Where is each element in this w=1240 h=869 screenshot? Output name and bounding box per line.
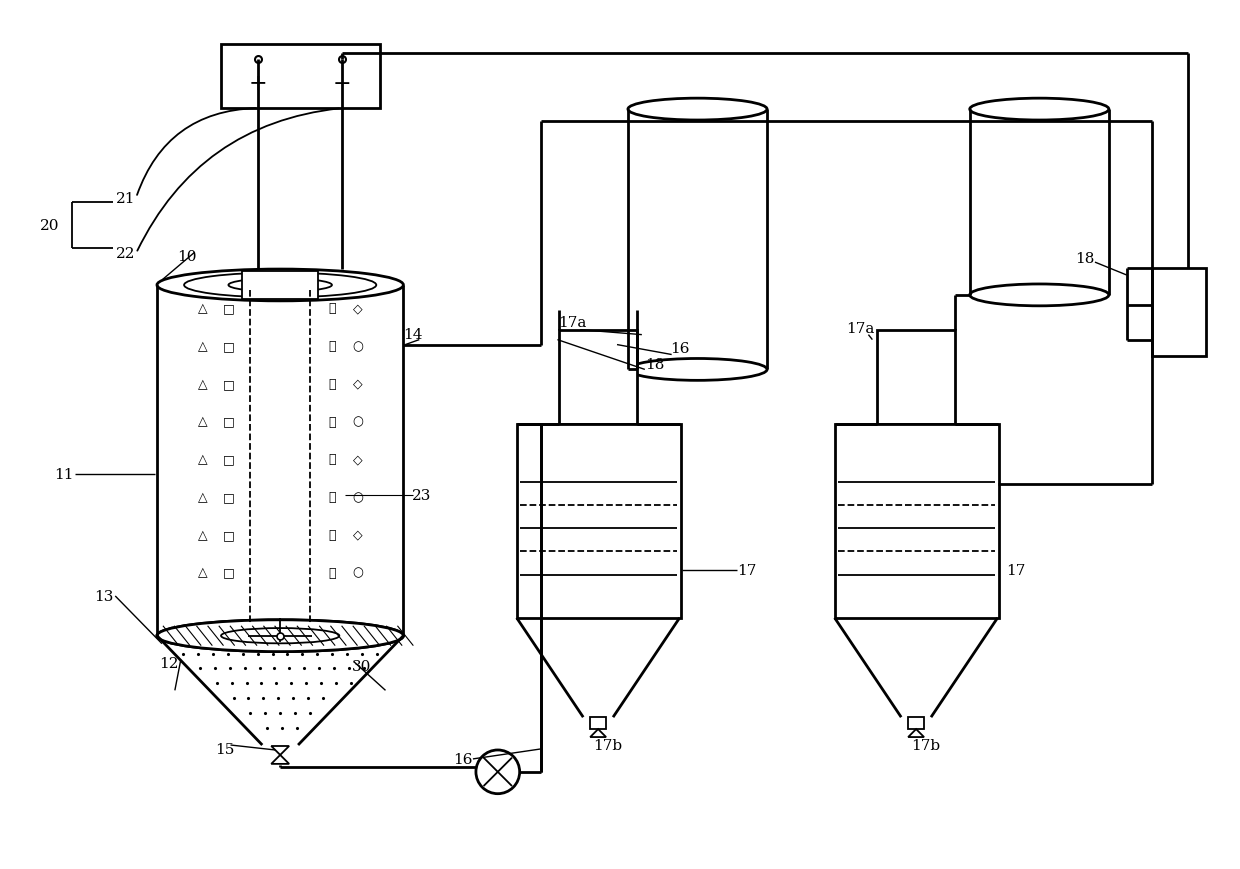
Bar xyxy=(908,717,924,729)
Bar xyxy=(243,272,317,300)
Text: ★: ★ xyxy=(329,377,336,390)
Ellipse shape xyxy=(221,628,340,644)
Text: □: □ xyxy=(223,528,234,541)
Text: 17a: 17a xyxy=(558,315,587,329)
Ellipse shape xyxy=(157,620,403,652)
Text: □: □ xyxy=(223,490,234,503)
Ellipse shape xyxy=(157,620,403,652)
Text: △: △ xyxy=(198,302,207,315)
Text: 11: 11 xyxy=(53,468,73,481)
Text: 17: 17 xyxy=(738,563,756,578)
Text: △: △ xyxy=(198,453,207,466)
Text: 20: 20 xyxy=(40,219,60,233)
Text: □: □ xyxy=(223,415,234,428)
Bar xyxy=(878,330,955,425)
Polygon shape xyxy=(590,729,606,737)
Text: ★: ★ xyxy=(329,302,336,315)
Text: ★: ★ xyxy=(329,453,336,466)
Text: 18: 18 xyxy=(1075,252,1095,266)
Text: □: □ xyxy=(223,340,234,353)
Text: ◇: ◇ xyxy=(353,453,362,466)
Text: 16: 16 xyxy=(454,752,472,766)
Text: △: △ xyxy=(198,528,207,541)
Text: 17b: 17b xyxy=(594,738,622,753)
Text: ◇: ◇ xyxy=(353,377,362,390)
Text: 21: 21 xyxy=(117,191,136,205)
Bar xyxy=(517,425,681,618)
Text: △: △ xyxy=(198,415,207,428)
Ellipse shape xyxy=(970,99,1109,121)
Text: ★: ★ xyxy=(329,566,336,579)
Text: □: □ xyxy=(223,453,234,466)
Text: 30: 30 xyxy=(352,659,371,673)
Text: ★: ★ xyxy=(329,490,336,503)
Ellipse shape xyxy=(970,285,1109,307)
Text: □: □ xyxy=(223,377,234,390)
Text: ◇: ◇ xyxy=(353,528,362,541)
Bar xyxy=(835,425,998,618)
Text: △: △ xyxy=(198,566,207,579)
Polygon shape xyxy=(908,729,924,737)
Ellipse shape xyxy=(228,279,332,292)
Ellipse shape xyxy=(184,273,376,298)
Text: ○: ○ xyxy=(352,490,363,503)
Text: ★: ★ xyxy=(329,415,336,428)
Text: △: △ xyxy=(198,377,207,390)
Bar xyxy=(590,717,606,729)
Ellipse shape xyxy=(627,359,768,381)
Ellipse shape xyxy=(627,99,768,121)
Text: ○: ○ xyxy=(352,566,363,579)
Text: 16: 16 xyxy=(670,342,689,355)
Bar xyxy=(1152,269,1207,356)
Polygon shape xyxy=(272,755,289,764)
Text: □: □ xyxy=(223,566,234,579)
Text: ○: ○ xyxy=(352,415,363,428)
Text: 17: 17 xyxy=(1006,563,1025,578)
Text: 12: 12 xyxy=(159,656,179,670)
Text: −: − xyxy=(332,73,351,95)
Text: ★: ★ xyxy=(329,340,336,353)
Text: 14: 14 xyxy=(403,328,423,342)
Text: △: △ xyxy=(198,340,207,353)
Text: ★: ★ xyxy=(329,528,336,541)
Bar xyxy=(221,44,379,109)
Text: 15: 15 xyxy=(215,742,234,756)
Text: 17a: 17a xyxy=(846,322,874,335)
Ellipse shape xyxy=(157,269,403,302)
Text: ○: ○ xyxy=(352,340,363,353)
Text: ◇: ◇ xyxy=(353,302,362,315)
Text: 13: 13 xyxy=(94,589,113,603)
Bar xyxy=(559,330,637,425)
Text: +: + xyxy=(249,73,268,95)
Text: △: △ xyxy=(198,490,207,503)
Circle shape xyxy=(476,750,520,793)
Text: 18: 18 xyxy=(645,358,665,372)
Text: □: □ xyxy=(223,302,234,315)
Text: 23: 23 xyxy=(412,488,432,502)
Polygon shape xyxy=(272,746,289,755)
Text: 10: 10 xyxy=(177,250,196,264)
Text: 22: 22 xyxy=(117,247,136,261)
Text: 17b: 17b xyxy=(911,738,941,753)
